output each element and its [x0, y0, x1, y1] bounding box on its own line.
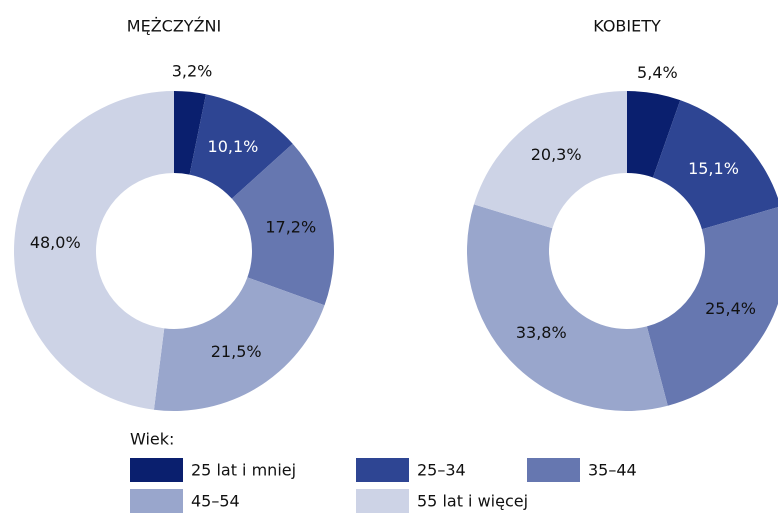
data-label: 5,4%	[637, 63, 678, 82]
legend-label: 35–44	[588, 461, 637, 480]
legend-label: 25–34	[417, 461, 466, 480]
legend-swatch	[130, 489, 183, 513]
donut-segment	[646, 207, 778, 406]
donut-segment	[189, 94, 293, 199]
chart-title: KOBIETY	[593, 17, 661, 36]
donut-segment	[473, 91, 627, 229]
donut-segment	[153, 277, 325, 411]
data-label: 48,0%	[30, 233, 81, 252]
legend-label: 55 lat i więcej	[417, 492, 528, 511]
donut-segment	[652, 100, 778, 230]
legend-label: 25 lat i mniej	[191, 461, 296, 480]
legend-label: 45–54	[191, 492, 240, 511]
data-label: 25,4%	[705, 299, 756, 318]
donut-segment	[231, 143, 335, 306]
data-label: 3,2%	[172, 61, 213, 80]
legend-swatch	[130, 458, 183, 482]
data-label: 21,5%	[211, 342, 262, 361]
legend-swatch	[527, 458, 580, 482]
donut-segment	[174, 91, 206, 175]
legend-title: Wiek:	[130, 430, 174, 449]
data-label: 33,8%	[516, 323, 567, 342]
data-label: 10,1%	[208, 137, 259, 156]
data-label: 15,1%	[688, 159, 739, 178]
data-label: 20,3%	[531, 145, 582, 164]
donut-segment	[13, 91, 174, 410]
donut-segment	[627, 91, 681, 178]
legend-swatch	[356, 458, 409, 482]
data-label: 17,2%	[265, 217, 316, 236]
chart-title: MĘŻCZYŹNI	[127, 17, 221, 36]
legend-swatch	[356, 489, 409, 513]
donut-segment	[466, 204, 668, 411]
